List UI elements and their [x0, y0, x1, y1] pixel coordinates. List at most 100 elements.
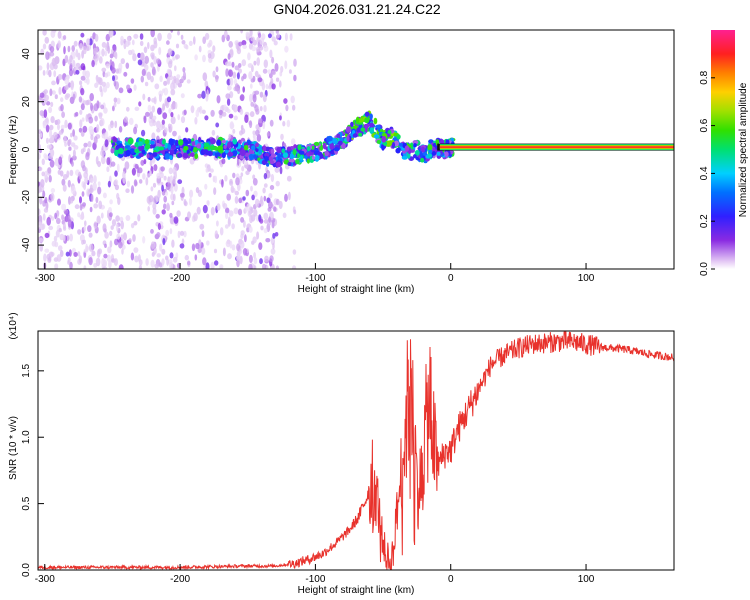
- noise-speckle: [165, 229, 170, 237]
- noise-speckle: [231, 244, 236, 251]
- noise-speckle: [247, 63, 253, 68]
- ridge-blob: [162, 138, 166, 145]
- noise-speckle: [86, 77, 90, 85]
- noise-speckle: [102, 266, 108, 269]
- noise-speckle: [228, 113, 234, 119]
- noise-speckle: [151, 105, 155, 113]
- noise-speckle: [184, 254, 189, 261]
- noise-speckle: [130, 78, 135, 84]
- noise-speckle: [80, 75, 86, 81]
- ridge-blob: [158, 146, 165, 151]
- noise-speckle: [265, 265, 269, 269]
- noise-speckle: [166, 40, 170, 45]
- noise-speckle: [216, 203, 221, 211]
- ridge-blob: [375, 124, 381, 129]
- noise-speckle: [82, 100, 87, 105]
- noise-speckle: [212, 45, 216, 53]
- snr-frame: [37, 330, 675, 571]
- noise-speckle: [278, 200, 283, 210]
- noise-speckle: [65, 251, 70, 257]
- noise-speckle: [39, 187, 42, 193]
- noise-speckle: [91, 60, 95, 68]
- noise-speckle: [126, 180, 131, 188]
- noise-speckle: [102, 85, 108, 93]
- x-tick-label: 0: [448, 574, 454, 585]
- ridge-blob: [186, 149, 190, 154]
- noise-speckle: [149, 159, 153, 168]
- noise-speckle: [112, 75, 115, 82]
- noise-speckle: [176, 210, 181, 217]
- colorbar-tick-label: 0.0: [699, 262, 710, 276]
- noise-speckle: [196, 206, 201, 215]
- noise-speckle: [167, 32, 172, 40]
- noise-speckle: [97, 161, 101, 168]
- noise-speckle: [232, 71, 237, 79]
- noise-speckle: [260, 225, 264, 231]
- noise-speckle: [129, 117, 134, 125]
- noise-speckle: [58, 156, 63, 166]
- noise-speckle: [164, 127, 168, 133]
- noise-speckle: [270, 77, 274, 85]
- snr-line-series: [38, 331, 674, 570]
- noise-speckle: [80, 63, 86, 71]
- noise-speckle: [70, 198, 74, 204]
- spectrogram-x-ticks: -300 -200 -100 0 100: [35, 263, 595, 284]
- noise-speckle: [90, 134, 94, 141]
- noise-speckle: [116, 233, 121, 240]
- noise-speckle: [66, 234, 70, 242]
- noise-speckle: [114, 170, 118, 177]
- noise-speckle: [51, 90, 56, 95]
- noise-speckle: [149, 111, 154, 120]
- ridge-blob: [315, 154, 320, 161]
- noise-speckle: [210, 206, 215, 216]
- noise-speckle: [252, 130, 256, 135]
- noise-speckle: [79, 119, 83, 128]
- ridge-blob: [427, 144, 433, 151]
- ridge-blob: [116, 140, 120, 146]
- noise-speckle: [169, 123, 173, 132]
- snr-panel: -300 -200 -100 0 100 0.0 0.5 1.0 1.5 Height of …: [8, 312, 675, 596]
- noise-speckle: [179, 192, 185, 198]
- noise-speckle: [133, 247, 139, 254]
- noise-speckle: [104, 243, 107, 248]
- ridge-blob: [214, 152, 221, 157]
- y-tick-label: 40: [21, 48, 32, 60]
- ridge-blob: [189, 152, 195, 157]
- noise-speckle: [77, 52, 81, 61]
- ridge-blob: [277, 153, 281, 160]
- noise-speckle: [89, 206, 93, 213]
- noise-speckle: [145, 111, 150, 117]
- noise-speckle: [105, 63, 111, 69]
- noise-speckle: [38, 166, 43, 172]
- noise-speckle: [271, 70, 276, 76]
- colorbar-ticks: 0.0 0.2 0.4 0.6 0.8: [699, 70, 715, 276]
- ridge-blob: [369, 122, 375, 129]
- noise-speckle: [63, 46, 66, 55]
- noise-speckle: [258, 162, 262, 170]
- colorbar-tick-label: 0.4: [699, 166, 710, 180]
- noise-speckle: [104, 130, 109, 140]
- ridge-blob: [297, 153, 301, 158]
- ridge-blob: [413, 143, 417, 148]
- noise-speckle: [78, 127, 83, 133]
- noise-speckle: [50, 188, 56, 193]
- noise-speckle: [209, 168, 214, 173]
- noise-speckle: [261, 82, 266, 91]
- noise-speckle: [93, 136, 98, 145]
- noise-speckle: [241, 59, 247, 67]
- noise-speckle: [211, 129, 216, 136]
- noise-speckle: [232, 128, 236, 134]
- ridge-blob: [355, 116, 360, 124]
- noise-speckle: [263, 219, 268, 224]
- noise-speckle: [168, 108, 172, 114]
- noise-speckle: [38, 237, 44, 243]
- noise-speckle: [42, 213, 46, 221]
- noise-speckle: [187, 211, 191, 219]
- ridge-blob: [326, 136, 330, 143]
- noise-speckle: [107, 45, 111, 54]
- noise-speckle: [68, 138, 72, 145]
- ridge-blob: [210, 137, 216, 145]
- noise-speckle: [155, 213, 160, 219]
- ridge-blob: [169, 149, 175, 155]
- noise-speckle: [72, 149, 76, 158]
